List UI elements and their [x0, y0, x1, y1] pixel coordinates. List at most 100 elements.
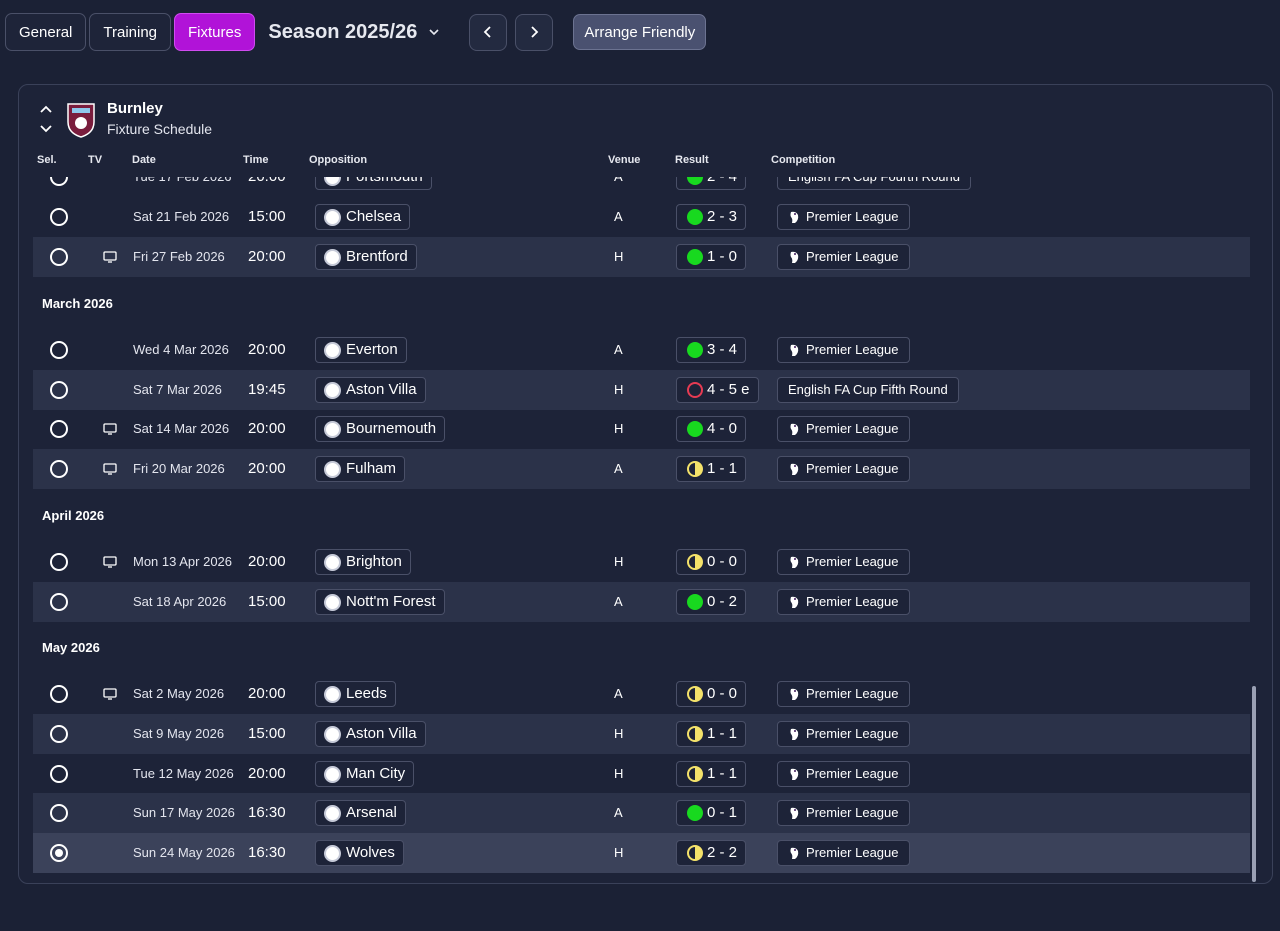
result-button[interactable]: 4 - 5 e [676, 377, 759, 403]
fixture-time: 20:00 [248, 765, 286, 782]
result-button[interactable]: 2 - 4 [676, 177, 747, 190]
competition-button[interactable]: Premier League [777, 840, 910, 866]
fixture-list: March 2026 April 2026 May 2026 Tue 17 Fe… [33, 177, 1250, 877]
season-selector[interactable]: Season 2025/26 [268, 21, 439, 44]
select-radio[interactable] [50, 844, 68, 862]
competition-button[interactable]: Premier League [777, 337, 910, 363]
collapse-expand-icon[interactable] [39, 103, 53, 135]
col-venue[interactable]: Venue [608, 154, 641, 166]
select-radio[interactable] [50, 177, 68, 186]
premier-league-icon [790, 688, 799, 700]
previous-season-button[interactable] [469, 13, 508, 51]
fixture-row[interactable]: Sun 24 May 2026 16:30 Wolves H 2 - 2 Premier … [33, 833, 1250, 873]
opposition-button[interactable]: Brighton [315, 549, 411, 575]
club-badge-icon [324, 726, 341, 743]
result-button[interactable]: 0 - 2 [676, 589, 747, 615]
col-date[interactable]: Date [132, 154, 156, 166]
competition-button[interactable]: Premier League [777, 204, 910, 230]
select-radio[interactable] [50, 248, 68, 266]
fixture-venue: H [614, 845, 624, 860]
competition-button[interactable]: English FA Cup Fourth Round [777, 177, 971, 190]
fixture-time: 20:00 [248, 460, 286, 477]
select-radio[interactable] [50, 460, 68, 478]
opposition-button[interactable]: Nott'm Forest [315, 589, 445, 615]
competition-button[interactable]: Premier League [777, 456, 910, 482]
competition-button[interactable]: Premier League [777, 549, 910, 575]
opposition-button[interactable]: Everton [315, 337, 407, 363]
opposition-button[interactable]: Portsmouth [315, 177, 432, 190]
opposition-button[interactable]: Bournemouth [315, 416, 446, 442]
select-radio[interactable] [50, 685, 68, 703]
result-button[interactable]: 4 - 0 [676, 416, 747, 442]
fixture-row[interactable]: Sat 18 Apr 2026 15:00 Nott'm Forest A 0 - 2 P… [33, 582, 1250, 622]
opposition-button[interactable]: Brentford [315, 244, 417, 270]
select-radio[interactable] [50, 208, 68, 226]
tab-training[interactable]: Training [89, 13, 172, 51]
fixture-row[interactable]: Tue 17 Feb 2026 20:00 Portsmouth A 2 - 4 Engl… [33, 177, 1250, 197]
fixture-row[interactable]: Mon 13 Apr 2026 20:00 Brighton H 0 - 0 Premie… [33, 542, 1250, 582]
col-tv[interactable]: TV [88, 154, 103, 166]
fixture-row[interactable]: Wed 4 Mar 2026 20:00 Everton A 3 - 4 Premier … [33, 330, 1250, 370]
fixture-venue: H [614, 382, 624, 397]
fixture-row[interactable]: Tue 12 May 2026 20:00 Man City H 1 - 1 Premie… [33, 754, 1250, 794]
fixture-row[interactable]: Fri 20 Mar 2026 20:00 Fulham A 1 - 1 Premier … [33, 449, 1250, 489]
fixture-row[interactable]: Sun 17 May 2026 16:30 Arsenal A 0 - 1 Premier… [33, 793, 1250, 833]
tv-icon [103, 463, 117, 475]
select-radio[interactable] [50, 381, 68, 399]
opposition-button[interactable]: Man City [315, 761, 415, 787]
result-button[interactable]: 1 - 1 [676, 721, 747, 747]
col-result[interactable]: Result [675, 154, 709, 166]
col-competition[interactable]: Competition [771, 154, 836, 166]
fixture-row[interactable]: Sat 14 Mar 2026 20:00 Bournemouth H 4 - 0 Pre… [33, 409, 1250, 449]
result-button[interactable]: 1 - 0 [676, 244, 747, 270]
select-radio[interactable] [50, 593, 68, 611]
result-score: 2 - 4 [707, 177, 737, 185]
competition-button[interactable]: Premier League [777, 800, 910, 826]
col-sel[interactable]: Sel. [37, 154, 57, 166]
result-button[interactable]: 2 - 2 [676, 840, 747, 866]
arrange-friendly-button[interactable]: Arrange Friendly [573, 14, 707, 50]
competition-button[interactable]: Premier League [777, 589, 910, 615]
fixture-row[interactable]: Fri 27 Feb 2026 20:00 Brentford H 1 - 0 Premi… [33, 237, 1250, 277]
fixture-row[interactable]: Sat 9 May 2026 15:00 Aston Villa H 1 - 1 Prem… [33, 714, 1250, 754]
competition-name: Premier League [806, 594, 899, 609]
tab-fixtures[interactable]: Fixtures [174, 13, 256, 51]
opposition-button[interactable]: Aston Villa [315, 377, 426, 403]
competition-button[interactable]: Premier League [777, 416, 910, 442]
tab-general[interactable]: General [5, 13, 87, 51]
opposition-button[interactable]: Leeds [315, 681, 396, 707]
fixture-row[interactable]: Sat 7 Mar 2026 19:45 Aston Villa H 4 - 5 e En… [33, 370, 1250, 410]
competition-button[interactable]: Premier League [777, 761, 910, 787]
col-opposition[interactable]: Opposition [309, 154, 368, 166]
opposition-button[interactable]: Arsenal [315, 800, 406, 826]
competition-name: English FA Cup Fourth Round [788, 177, 960, 184]
result-button[interactable]: 3 - 4 [676, 337, 747, 363]
competition-button[interactable]: Premier League [777, 721, 910, 747]
scrollbar[interactable] [1252, 686, 1256, 882]
result-button[interactable]: 1 - 1 [676, 456, 747, 482]
competition-button[interactable]: Premier League [777, 244, 910, 270]
next-season-button[interactable] [515, 13, 554, 51]
select-radio[interactable] [50, 553, 68, 571]
fixture-row[interactable]: Sat 21 Feb 2026 15:00 Chelsea A 2 - 3 Premier… [33, 197, 1250, 237]
opposition-button[interactable]: Aston Villa [315, 721, 426, 747]
opposition-name: Brentford [346, 248, 408, 265]
select-radio[interactable] [50, 804, 68, 822]
opposition-button[interactable]: Fulham [315, 456, 406, 482]
select-radio[interactable] [50, 725, 68, 743]
result-button[interactable]: 2 - 3 [676, 204, 747, 230]
result-button[interactable]: 0 - 1 [676, 800, 747, 826]
competition-button[interactable]: English FA Cup Fifth Round [777, 377, 959, 403]
result-button[interactable]: 0 - 0 [676, 681, 747, 707]
result-button[interactable]: 1 - 1 [676, 761, 747, 787]
result-score: 4 - 0 [707, 420, 738, 437]
select-radio[interactable] [50, 420, 68, 438]
opposition-button[interactable]: Chelsea [315, 204, 411, 230]
result-button[interactable]: 0 - 0 [676, 549, 747, 575]
fixture-row[interactable]: Sat 2 May 2026 20:00 Leeds A 0 - 0 Premier Le… [33, 674, 1250, 714]
select-radio[interactable] [50, 341, 68, 359]
col-time[interactable]: Time [243, 154, 269, 166]
opposition-button[interactable]: Wolves [315, 840, 404, 866]
competition-button[interactable]: Premier League [777, 681, 910, 707]
select-radio[interactable] [50, 765, 68, 783]
